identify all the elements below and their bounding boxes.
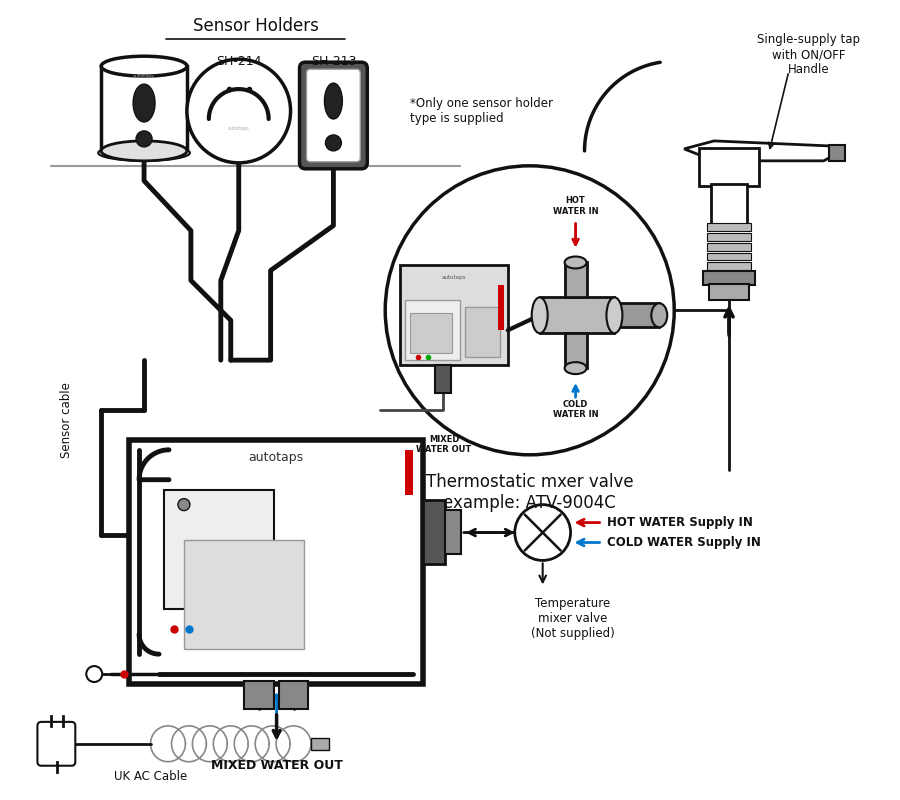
Circle shape [515, 505, 571, 561]
Bar [465, 307, 500, 357]
Bar [423, 500, 445, 565]
Text: *Only one sensor holder
type is supplied: *Only one sensor holder type is supplied [410, 97, 554, 125]
Bar [435, 365, 451, 393]
Bar [707, 222, 751, 230]
Circle shape [385, 166, 674, 455]
Bar [540, 298, 615, 334]
Text: UK AC Cable: UK AC Cable [114, 770, 188, 783]
Text: HOT
WATER IN: HOT WATER IN [553, 196, 599, 216]
Ellipse shape [532, 298, 548, 334]
Text: COLD WATER Supply IN: COLD WATER Supply IN [608, 536, 761, 549]
Bar [703, 271, 755, 286]
Bar [564, 334, 587, 368]
Bar [311, 738, 328, 750]
Text: SH-213: SH-213 [310, 54, 356, 68]
Bar [699, 148, 759, 186]
Bar [711, 184, 747, 226]
Text: SH-212: SH-212 [122, 54, 166, 68]
Text: COLD
WATER IN: COLD WATER IN [553, 400, 599, 419]
Bar [498, 286, 504, 330]
Text: Thermostatic mxer valve
example: ATV-9004C: Thermostatic mxer valve example: ATV-900… [426, 473, 634, 511]
Bar [707, 253, 751, 261]
Bar [405, 300, 460, 360]
Text: Sensor cable: Sensor cable [59, 382, 73, 458]
Circle shape [187, 59, 291, 163]
Bar [707, 242, 751, 250]
Polygon shape [684, 141, 839, 161]
Bar [129, 440, 423, 684]
Circle shape [326, 135, 341, 151]
Circle shape [86, 666, 103, 682]
Circle shape [136, 131, 152, 147]
Bar [400, 266, 508, 365]
Circle shape [178, 498, 190, 510]
Ellipse shape [324, 83, 342, 119]
FancyBboxPatch shape [38, 722, 76, 766]
Bar [445, 510, 461, 554]
Bar [709, 285, 749, 300]
Text: autotaps: autotaps [133, 74, 155, 78]
Ellipse shape [101, 141, 187, 161]
Bar [101, 66, 187, 151]
Text: autotaps: autotaps [228, 126, 249, 131]
Bar [279, 681, 309, 709]
Ellipse shape [133, 84, 155, 122]
Ellipse shape [564, 362, 587, 374]
Text: MIXED
WATER OUT: MIXED WATER OUT [417, 435, 472, 454]
FancyBboxPatch shape [300, 62, 367, 169]
FancyBboxPatch shape [307, 69, 360, 162]
Ellipse shape [607, 298, 623, 334]
Bar [707, 262, 751, 270]
Text: MIXED WATER OUT: MIXED WATER OUT [211, 758, 343, 772]
Text: HOT WATER Supply IN: HOT WATER Supply IN [608, 516, 753, 529]
Bar [405, 450, 413, 494]
Bar [410, 314, 452, 353]
Ellipse shape [101, 56, 187, 76]
Text: Single-supply tap
with ON/OFF
Handle: Single-supply tap with ON/OFF Handle [757, 34, 860, 76]
Bar [829, 145, 844, 161]
Bar [707, 233, 751, 241]
Ellipse shape [98, 145, 190, 161]
Bar [184, 539, 303, 649]
Text: Temperature
mixer valve
(Not supplied): Temperature mixer valve (Not supplied) [531, 598, 615, 640]
Text: Sensor Holders: Sensor Holders [193, 18, 319, 35]
Ellipse shape [564, 257, 587, 269]
Bar [244, 681, 274, 709]
Bar [564, 262, 587, 298]
Bar [164, 490, 274, 610]
Text: autotaps: autotaps [442, 275, 466, 280]
Text: SH-214: SH-214 [216, 54, 262, 68]
Text: autotaps: autotaps [248, 451, 303, 464]
Bar [615, 303, 660, 327]
Ellipse shape [652, 303, 667, 327]
